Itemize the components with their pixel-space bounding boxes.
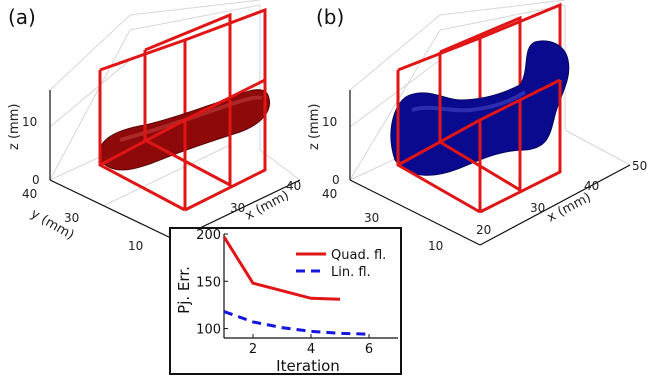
- panel-b-label: (b): [316, 5, 344, 29]
- legend-label-1: Lin. fl.: [331, 265, 371, 280]
- panel-b-ytick-10: 10: [428, 239, 443, 253]
- inset-chart: 2 4 6 100 150 200 Iteration Pj. Err. Quad. fl…: [169, 227, 402, 375]
- panel-a-xtick-30: 30: [230, 201, 245, 215]
- panel-b-shape-highlight: [411, 90, 527, 113]
- panel-a-ytick-40: 40: [22, 187, 37, 201]
- inset-ylabel: Pj. Err.: [175, 266, 193, 314]
- panel-a-frames-front: [98, 50, 267, 212]
- panel-a-xlabel: x (mm): [243, 188, 292, 223]
- inset-ticks: 2 4 6 100 150 200: [196, 228, 373, 357]
- inset-xtick-label: 6: [365, 342, 373, 357]
- panel-b-frames-front: [396, 52, 562, 214]
- panel-a-xtick-40: 40: [286, 179, 301, 193]
- inset-xlabel: Iteration: [276, 357, 340, 375]
- inset-series-line-1: [223, 310, 370, 336]
- panel-b-ztick-0: 0: [332, 173, 340, 187]
- inset-series-line-0: [222, 236, 341, 301]
- inset-series: [222, 236, 370, 336]
- panel-a-label: (a): [8, 5, 36, 29]
- panel-a-ytick-10: 10: [128, 239, 143, 253]
- inset-ytick-label: 150: [196, 275, 221, 290]
- panel-a-ytick-30: 30: [64, 211, 79, 225]
- panel-a-zlabel: z (mm): [7, 104, 22, 150]
- panel-b-xtick-40: 40: [584, 179, 599, 193]
- panel-a-frames-back: [99, 7, 267, 120]
- panel-a-ztick-0: 0: [32, 173, 40, 187]
- panel-b-xtick-30: 30: [530, 201, 545, 215]
- panel-b-zlabel: z (mm): [307, 104, 322, 150]
- panel-a-ztick-10: 10: [22, 115, 37, 129]
- inset-ytick-label: 200: [196, 228, 221, 243]
- inset-xtick-label: 2: [249, 342, 257, 357]
- legend-label-0: Quad. fl.: [331, 248, 386, 263]
- panel-b: (b): [307, 0, 647, 253]
- panel-b-ztick-10: 10: [322, 115, 337, 129]
- inset-xtick-label: 4: [307, 342, 315, 357]
- panel-b-ytick-40: 40: [322, 187, 337, 201]
- panel-b-ytick-30: 30: [364, 211, 379, 225]
- panel-b-xlabel: x (mm): [545, 190, 594, 225]
- inset-frame: [169, 227, 402, 375]
- panel-b-xtick-20: 20: [476, 223, 491, 237]
- inset-legend: Quad. fl. Lin. fl.: [296, 248, 386, 280]
- panel-a: (a): [7, 0, 301, 253]
- inset-ytick-label: 100: [196, 323, 221, 338]
- panel-b-xtick-50: 50: [632, 159, 647, 173]
- panel-b-axes: [349, 90, 631, 246]
